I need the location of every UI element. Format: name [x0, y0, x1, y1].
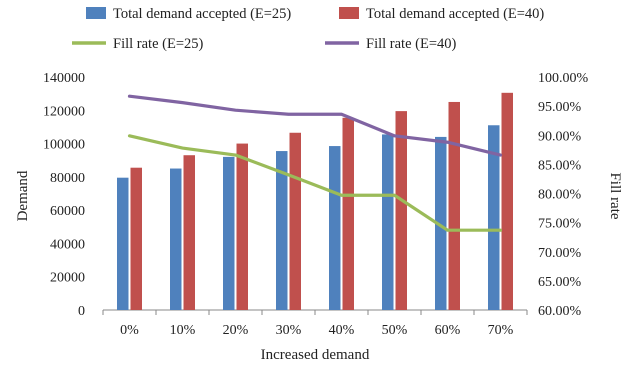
y-tick-label: 40000: [50, 237, 85, 252]
ticks: 0 20000 40000 60000 80000 100000 120000 140000 6…: [43, 71, 589, 338]
bar-e40: [289, 132, 301, 310]
bar-e40: [448, 101, 460, 310]
legend-label: Fill rate (E=25): [113, 36, 203, 52]
y-tick-label: 80000: [50, 171, 85, 186]
bars: [117, 92, 513, 311]
bar-e40: [183, 155, 195, 310]
x-tick-label: 0%: [120, 323, 139, 338]
bar-e25: [170, 168, 182, 310]
y-tick-label: 120000: [43, 104, 85, 119]
x-tick-label: 20%: [223, 323, 249, 338]
x-tick-label: 70%: [488, 323, 514, 338]
bar-e25: [488, 125, 500, 310]
x-tick-label: 30%: [276, 323, 302, 338]
bar-e40: [130, 167, 142, 310]
y-tick-label: 60000: [50, 204, 85, 219]
bar-e25: [329, 146, 341, 310]
legend-label: Fill rate (E=40): [366, 36, 456, 52]
y2-tick-label: 90.00%: [538, 129, 582, 144]
y-axis-title: Demand: [15, 170, 31, 221]
y2-tick-label: 70.00%: [538, 246, 582, 261]
bar-e25: [435, 136, 447, 310]
fill-rate-line-e25: [127, 134, 503, 232]
legend-swatch: [339, 7, 359, 19]
bar-e25: [276, 151, 288, 310]
y2-tick-label: 100.00%: [538, 71, 589, 86]
legend-label: Total demand accepted (E=40): [366, 6, 544, 22]
y2-tick-label: 65.00%: [538, 275, 582, 290]
legend-label: Total demand accepted (E=25): [113, 6, 291, 22]
y2-tick-label: 95.00%: [538, 100, 582, 115]
x-axis-title: Increased demand: [261, 347, 370, 363]
y-tick-label: 100000: [43, 138, 85, 153]
y-tick-label: 20000: [50, 271, 85, 286]
y2-tick-label: 60.00%: [538, 304, 582, 319]
bar-e40: [395, 111, 407, 310]
bar-e25: [117, 177, 129, 310]
bar-e40: [501, 92, 513, 310]
y2-tick-label: 75.00%: [538, 217, 582, 232]
bar-e40: [342, 117, 354, 311]
fill-rate-line-e40: [127, 94, 503, 157]
x-tick-label: 50%: [382, 323, 408, 338]
x-tick-label: 10%: [170, 323, 196, 338]
x-tick-label: 40%: [329, 323, 355, 338]
y2-tick-label: 85.00%: [538, 158, 582, 173]
bar-e25: [382, 134, 394, 310]
lines: [127, 94, 503, 232]
y2-axis-title: Fill rate: [607, 172, 623, 219]
y-tick-label: 0: [78, 304, 85, 319]
y2-tick-label: 80.00%: [538, 188, 582, 203]
bar-e25: [223, 156, 235, 310]
legend-swatch: [86, 7, 106, 19]
x-tick-label: 60%: [435, 323, 461, 338]
bar-e40: [236, 143, 248, 310]
axes: [102, 309, 528, 315]
legend: Total demand accepted (E=25) Total demand…: [72, 6, 544, 52]
y-tick-label: 140000: [43, 71, 85, 86]
